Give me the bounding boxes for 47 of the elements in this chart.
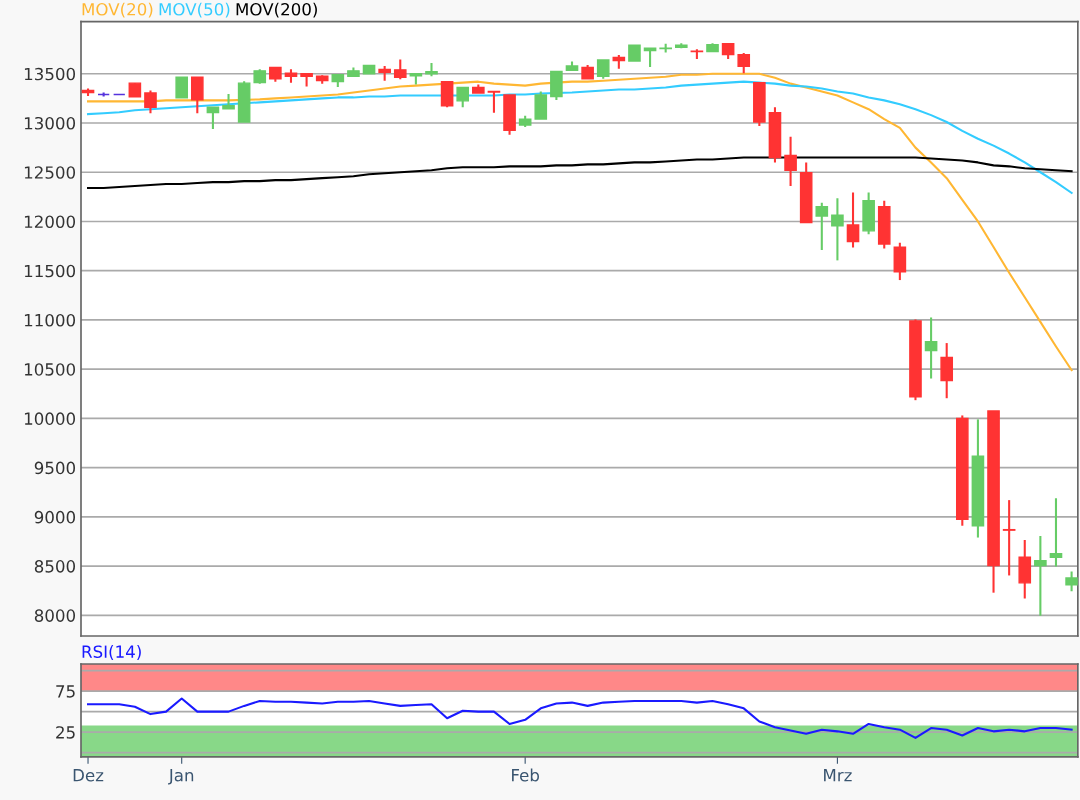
candlestick <box>456 86 470 109</box>
candlestick <box>1065 570 1078 593</box>
y-tick-label: 12500 <box>24 166 76 179</box>
line-series <box>86 72 1073 372</box>
candlestick <box>1049 497 1063 568</box>
candlestick <box>940 342 954 400</box>
candlestick <box>846 191 860 249</box>
candlestick <box>831 197 844 262</box>
text: MOV(50) <box>159 2 230 18</box>
y-tick-label: 8000 <box>34 609 76 622</box>
text: MOV(200) <box>236 2 317 18</box>
x-tick-label: Feb <box>512 768 540 782</box>
y-tick-label: 13500 <box>24 67 76 81</box>
candlestick <box>144 89 157 115</box>
text: MOV(20) <box>82 2 153 18</box>
y-tick-label: 11500 <box>24 264 76 278</box>
candlestick <box>487 90 501 114</box>
candlestick <box>815 201 829 252</box>
candlestick <box>425 61 438 78</box>
y-tick-label: 10500 <box>24 363 76 376</box>
candlestick <box>1034 535 1047 617</box>
candlestick <box>596 58 610 80</box>
candlestick <box>643 47 657 68</box>
x-tick-label: Dez <box>73 769 104 782</box>
x-tick-label: Jan <box>167 769 194 785</box>
text: RSI(14) <box>82 645 141 660</box>
y-tick-label: 9000 <box>34 510 76 524</box>
candlestick <box>784 135 797 188</box>
y-tick-label: 11000 <box>24 313 76 327</box>
candlestick <box>190 76 204 115</box>
line-series <box>86 156 1073 190</box>
y-tick-label: 9500 <box>34 461 76 475</box>
candlestick <box>222 92 235 110</box>
x-tick-label: Mrz <box>824 769 852 782</box>
line-series <box>86 80 1073 194</box>
candlestick <box>924 316 938 380</box>
y-tick-label: 10000 <box>24 412 76 425</box>
candlestick <box>393 58 407 81</box>
candlestick <box>737 52 751 75</box>
y-tick-label: 25 <box>56 726 75 739</box>
y-tick-label: 8500 <box>34 560 76 573</box>
y-tick-label: 75 <box>56 685 75 698</box>
y-tick-label: 13000 <box>24 116 76 130</box>
y-tick-label: 12000 <box>24 215 76 229</box>
candlestick <box>175 76 189 99</box>
candlestick <box>1002 499 1016 577</box>
line-series <box>86 697 1073 739</box>
